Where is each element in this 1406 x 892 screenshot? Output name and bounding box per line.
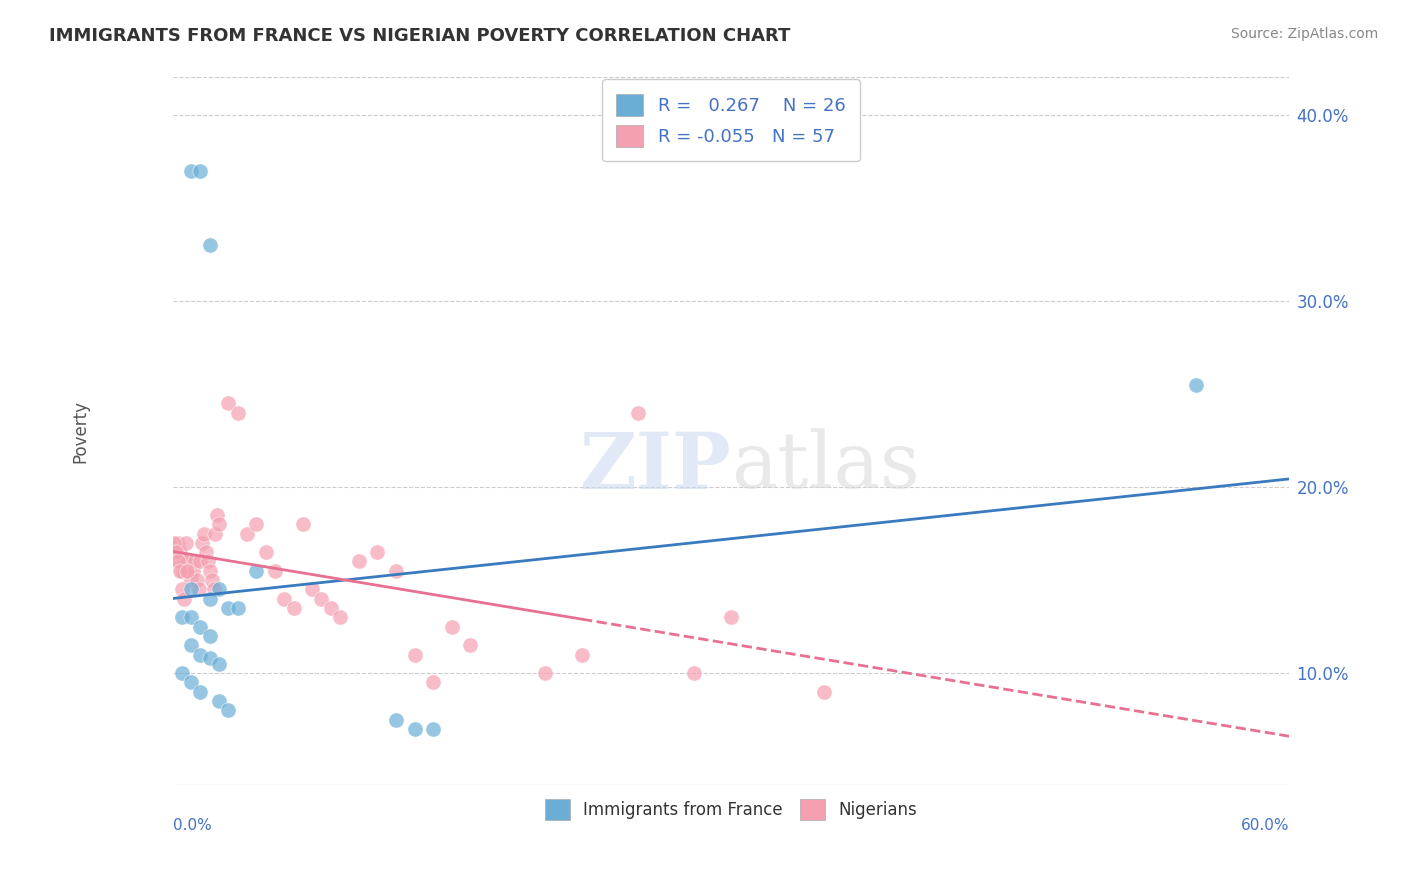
Point xyxy=(347,554,370,568)
Point xyxy=(167,536,190,550)
Point xyxy=(208,517,231,532)
Point xyxy=(301,582,323,597)
Point xyxy=(190,554,212,568)
Point xyxy=(169,564,191,578)
Point xyxy=(198,629,221,643)
Point xyxy=(198,238,221,252)
Point xyxy=(173,554,195,568)
Point xyxy=(385,713,408,727)
Point xyxy=(173,591,195,606)
Point xyxy=(195,545,218,559)
Point xyxy=(422,722,444,736)
Point xyxy=(170,610,193,624)
Point xyxy=(283,601,305,615)
Point xyxy=(170,582,193,597)
Point xyxy=(174,536,197,550)
Point xyxy=(180,573,202,587)
Point xyxy=(422,675,444,690)
Point xyxy=(264,564,287,578)
Text: 0.0%: 0.0% xyxy=(173,818,211,833)
Point xyxy=(186,573,208,587)
Point xyxy=(187,582,209,597)
Point xyxy=(180,638,202,652)
Point xyxy=(245,564,267,578)
Point xyxy=(319,601,342,615)
Point xyxy=(236,526,259,541)
Point xyxy=(366,545,388,559)
Point xyxy=(197,554,219,568)
Point xyxy=(226,405,249,419)
Point xyxy=(170,564,193,578)
Point xyxy=(167,554,190,568)
Point xyxy=(208,582,231,597)
Point xyxy=(217,396,239,410)
Point xyxy=(198,564,221,578)
Point xyxy=(170,666,193,681)
Point xyxy=(273,591,295,606)
Point xyxy=(627,405,650,419)
Y-axis label: Poverty: Poverty xyxy=(72,400,89,463)
Point xyxy=(181,564,204,578)
Point xyxy=(245,517,267,532)
Point xyxy=(180,582,202,597)
Point xyxy=(534,666,557,681)
Point xyxy=(208,694,231,708)
Point xyxy=(329,610,352,624)
Point xyxy=(169,545,191,559)
Point xyxy=(385,564,408,578)
Point xyxy=(165,545,187,559)
Point xyxy=(198,651,221,665)
Point xyxy=(202,582,225,597)
Point xyxy=(184,554,207,568)
Point xyxy=(180,163,202,178)
Point xyxy=(404,722,426,736)
Point xyxy=(176,564,198,578)
Point xyxy=(190,648,212,662)
Point xyxy=(682,666,704,681)
Point xyxy=(226,601,249,615)
Point xyxy=(176,554,198,568)
Text: ZIP: ZIP xyxy=(579,428,731,505)
Point xyxy=(311,591,333,606)
Point xyxy=(291,517,314,532)
Point xyxy=(217,601,239,615)
Point xyxy=(571,648,593,662)
Point xyxy=(180,675,202,690)
Text: 60.0%: 60.0% xyxy=(1241,818,1289,833)
Point xyxy=(190,685,212,699)
Point xyxy=(813,685,835,699)
Point xyxy=(193,526,215,541)
Point xyxy=(163,536,186,550)
Point xyxy=(208,657,231,671)
Point xyxy=(207,508,229,522)
Point xyxy=(254,545,277,559)
Point xyxy=(201,573,224,587)
Point xyxy=(198,591,221,606)
Legend: Immigrants from France, Nigerians: Immigrants from France, Nigerians xyxy=(531,786,931,833)
Point xyxy=(217,703,239,717)
Point xyxy=(190,163,212,178)
Point xyxy=(1185,377,1208,392)
Point xyxy=(179,564,201,578)
Text: IMMIGRANTS FROM FRANCE VS NIGERIAN POVERTY CORRELATION CHART: IMMIGRANTS FROM FRANCE VS NIGERIAN POVER… xyxy=(49,27,790,45)
Point xyxy=(720,610,742,624)
Point xyxy=(190,619,212,633)
Point xyxy=(180,610,202,624)
Text: atlas: atlas xyxy=(731,429,920,505)
Point xyxy=(191,536,214,550)
Text: Source: ZipAtlas.com: Source: ZipAtlas.com xyxy=(1230,27,1378,41)
Point xyxy=(204,526,226,541)
Point xyxy=(404,648,426,662)
Point xyxy=(440,619,463,633)
Point xyxy=(460,638,482,652)
Point xyxy=(165,554,187,568)
